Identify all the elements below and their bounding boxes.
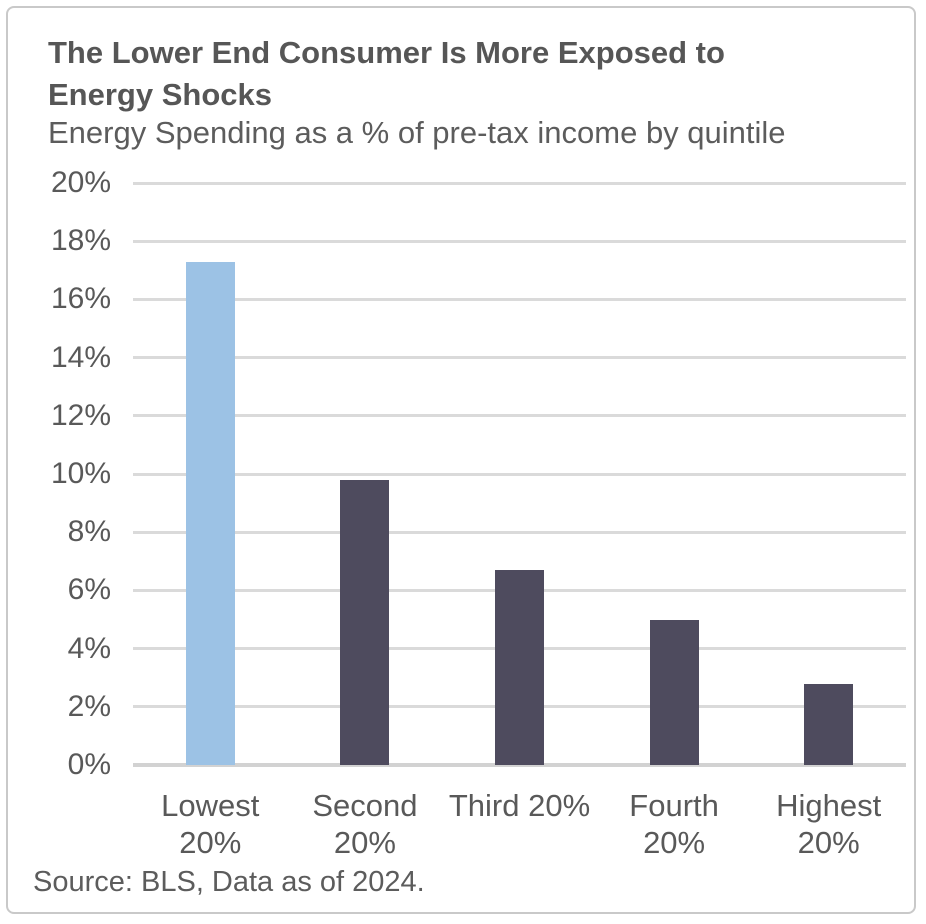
x-tick-label-line: Highest bbox=[776, 788, 882, 823]
x-tick-label-line: Lowest bbox=[161, 788, 260, 823]
x-tick-label-line: Second bbox=[312, 788, 418, 823]
gridline-10% bbox=[133, 472, 906, 476]
x-tick-label-line: Fourth bbox=[629, 788, 719, 823]
bar-lowest-20- bbox=[185, 261, 235, 765]
gridline-20% bbox=[133, 181, 906, 185]
x-tick-label-line: 20% bbox=[643, 825, 706, 860]
y-tick-label-20%: 20% bbox=[50, 166, 111, 199]
y-tick-label-10%: 10% bbox=[50, 457, 111, 490]
x-tick-label-third-20-: Third 20% bbox=[432, 787, 608, 824]
x-tick-label-lowest-20-: Lowest 20% bbox=[122, 787, 298, 861]
y-tick-label-18%: 18% bbox=[50, 224, 111, 258]
bar-highest-20- bbox=[804, 683, 854, 765]
y-tick-label-14%: 14% bbox=[50, 340, 111, 374]
y-tick-label-0%: 0% bbox=[67, 748, 111, 781]
y-tick-label-8%: 8% bbox=[67, 515, 111, 549]
chart-subtitle: Energy Spending as a % of pre-tax income… bbox=[48, 115, 786, 150]
x-tick-label-second-20-: Second 20% bbox=[277, 787, 453, 861]
bar-fourth-20- bbox=[649, 619, 699, 765]
chart-card: The Lower End Consumer Is More Exposed t… bbox=[6, 6, 916, 914]
gridline-14% bbox=[133, 356, 906, 360]
x-tick-label-line: Third 20% bbox=[448, 788, 591, 823]
y-tick-label-12%: 12% bbox=[50, 398, 111, 432]
y-tick-label-4%: 4% bbox=[67, 631, 111, 665]
bar-second-20- bbox=[340, 479, 390, 765]
chart-title: The Lower End Consumer Is More Exposed t… bbox=[48, 35, 725, 112]
gridline-16% bbox=[133, 297, 906, 301]
x-tick-label-line: 20% bbox=[333, 825, 396, 860]
x-tick-label-line: 20% bbox=[179, 825, 242, 860]
bar-third-20- bbox=[495, 570, 544, 765]
x-tick-label-highest-20-: Highest 20% bbox=[741, 787, 914, 861]
gridline-12% bbox=[133, 414, 906, 418]
y-tick-label-16%: 16% bbox=[50, 282, 111, 316]
x-axis-line bbox=[133, 763, 906, 767]
y-tick-label-2%: 2% bbox=[67, 689, 111, 723]
x-tick-label-fourth-20-: Fourth 20% bbox=[586, 787, 762, 861]
gridline-8% bbox=[133, 530, 906, 534]
gridline-18% bbox=[133, 239, 906, 243]
x-tick-label-line: 20% bbox=[797, 825, 860, 860]
source-note: Source: BLS, Data as of 2024. bbox=[33, 866, 425, 898]
y-tick-label-6%: 6% bbox=[67, 573, 111, 607]
